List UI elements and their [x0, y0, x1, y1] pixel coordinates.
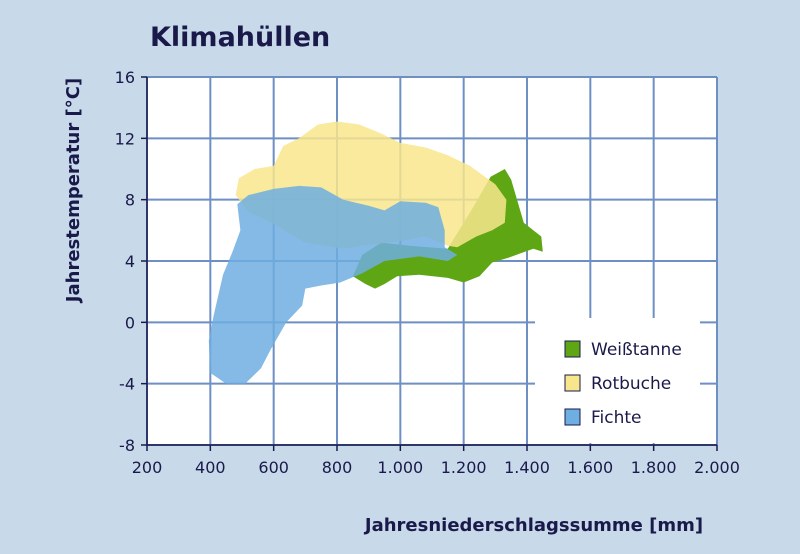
- x-tick-label-5: 1.200: [441, 458, 487, 477]
- y-tick-label-1: -4: [119, 375, 135, 394]
- x-tick-label-7: 1.600: [567, 458, 613, 477]
- x-tick-label-0: 200: [132, 458, 163, 477]
- legend-label-rotbuche: Rotbuche: [591, 374, 671, 394]
- legend-label-weißtanne: Weißtanne: [591, 340, 682, 360]
- climate-envelopes: [208, 121, 543, 384]
- chart-title: Klimahüllen: [150, 22, 330, 53]
- y-tick-label-6: 16: [115, 68, 135, 87]
- y-tick-label-4: 8: [125, 191, 135, 210]
- y-axis-label: Jahrestemperatur [°C]: [63, 78, 84, 304]
- x-tick-label-6: 1.400: [504, 458, 550, 477]
- legend-swatch-fichte: [564, 408, 581, 426]
- x-axis-ticks: 200 400 600 800 1.000 1.200 1.400 1.600 1.800 2.0…: [132, 445, 740, 477]
- y-axis-ticks: -8 -4 0 4 8 12 16: [115, 68, 147, 455]
- x-tick-label-9: 2.000: [694, 458, 740, 477]
- legend-swatch-rotbuche: [564, 374, 581, 392]
- legend-swatch-weißtanne: [564, 340, 581, 358]
- legend: Weißtanne Rotbuche Fichte: [535, 318, 700, 443]
- y-tick-label-3: 4: [125, 252, 135, 271]
- x-axis-label: Jahresniederschlagssumme [mm]: [363, 515, 703, 536]
- x-tick-label-4: 1.000: [377, 458, 423, 477]
- y-tick-label-2: 0: [125, 313, 135, 332]
- x-tick-label-3: 800: [322, 458, 353, 477]
- x-tick-label-2: 600: [258, 458, 289, 477]
- y-tick-label-5: 12: [115, 129, 135, 148]
- y-tick-label-0: -8: [119, 436, 135, 455]
- x-tick-label-8: 1.800: [631, 458, 677, 477]
- envelope-fichte: [208, 185, 458, 384]
- legend-box: [535, 318, 700, 443]
- x-tick-label-1: 400: [195, 458, 226, 477]
- legend-label-fichte: Fichte: [591, 408, 642, 428]
